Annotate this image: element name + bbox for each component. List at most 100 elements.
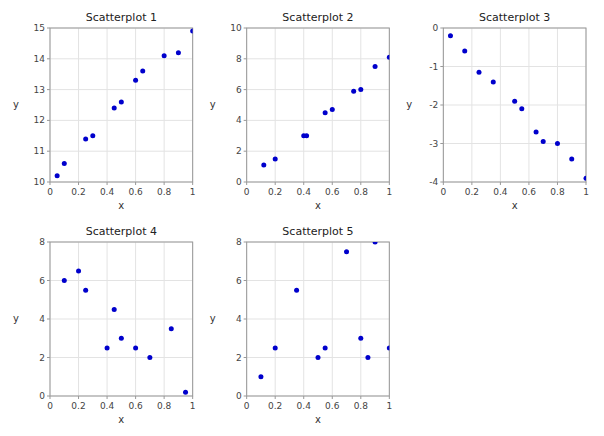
x-tick-label: 1 xyxy=(583,187,589,197)
y-tick-label: 11 xyxy=(34,146,45,156)
subplot: 00.20.40.60.8102468Scatterplot 4xy xyxy=(13,225,195,425)
x-tick-label: 0.8 xyxy=(157,401,172,411)
tick-mark xyxy=(47,151,50,152)
y-axis-label: y xyxy=(406,99,412,110)
points xyxy=(448,33,586,180)
subplot-title: Scatterplot 4 xyxy=(86,225,157,238)
x-tick-label: 0.6 xyxy=(522,187,537,197)
points xyxy=(55,29,193,179)
tick-mark xyxy=(47,396,50,397)
grid-line xyxy=(50,151,193,152)
tick-mark xyxy=(303,182,304,185)
point xyxy=(147,355,152,360)
subplot-title: Scatterplot 1 xyxy=(86,11,157,24)
y-tick-label: 0 xyxy=(39,391,45,401)
tick-mark xyxy=(47,28,50,29)
y-tick-label: 2 xyxy=(236,353,242,363)
plot-frame xyxy=(50,242,193,396)
point xyxy=(323,110,328,115)
plot-area xyxy=(443,28,586,182)
y-tick-label: 6 xyxy=(236,85,242,95)
y-tick-label: 6 xyxy=(39,276,45,286)
tick-mark xyxy=(440,28,443,29)
y-tick-label: 4 xyxy=(39,314,45,324)
x-tick-label: 0.6 xyxy=(325,401,340,411)
point xyxy=(83,136,88,141)
point xyxy=(477,70,482,75)
x-tick-label: 0.2 xyxy=(71,187,85,197)
tick-mark xyxy=(244,396,247,397)
plot-area xyxy=(247,28,390,182)
plot-frame xyxy=(247,28,390,182)
grid-line xyxy=(247,58,390,59)
y-tick-label: -4 xyxy=(429,177,438,187)
point xyxy=(323,345,328,350)
tick-mark xyxy=(164,396,165,399)
y-axis-label: y xyxy=(210,313,216,324)
tick-mark xyxy=(440,182,443,183)
point xyxy=(316,355,321,360)
subplot-title: Scatterplot 5 xyxy=(282,225,353,238)
point xyxy=(83,288,88,293)
point xyxy=(555,141,560,146)
point xyxy=(76,268,81,273)
x-tick-label: 0.6 xyxy=(128,187,143,197)
tick-mark xyxy=(244,357,247,358)
tick-mark xyxy=(192,396,193,399)
point xyxy=(351,89,356,94)
subplot: 00.20.40.60.8102468Scatterplot 5xy xyxy=(210,225,392,425)
x-tick-label: 0.8 xyxy=(157,187,172,197)
point xyxy=(541,139,546,144)
x-tick-label: 0 xyxy=(244,187,250,197)
tick-mark xyxy=(244,58,247,59)
y-tick-label: -2 xyxy=(429,100,438,110)
grid-line xyxy=(50,120,193,121)
point xyxy=(273,345,278,350)
subplot-title: Scatterplot 3 xyxy=(479,11,550,24)
x-axis-label: x xyxy=(512,200,518,211)
point xyxy=(569,156,574,161)
y-tick-label: 15 xyxy=(34,23,45,33)
x-tick-label: 1 xyxy=(386,187,392,197)
grid-line xyxy=(443,66,586,67)
tick-mark xyxy=(47,242,50,243)
x-tick-label: 0.8 xyxy=(354,401,369,411)
x-tick-label: 0 xyxy=(244,401,250,411)
point xyxy=(358,336,363,341)
x-tick-label: 0.2 xyxy=(268,401,282,411)
plot-frame xyxy=(443,28,586,182)
point xyxy=(55,173,60,178)
point xyxy=(358,87,363,92)
point xyxy=(365,355,370,360)
y-tick-label: 0 xyxy=(433,23,439,33)
point xyxy=(90,133,95,138)
point xyxy=(162,53,167,58)
point xyxy=(133,78,138,83)
x-tick-label: 1 xyxy=(386,401,392,411)
tick-mark xyxy=(440,66,443,67)
point xyxy=(448,33,453,38)
x-axis-label: x xyxy=(118,200,124,211)
tick-mark xyxy=(360,182,361,185)
tick-mark xyxy=(47,58,50,59)
point xyxy=(519,106,524,111)
tick-mark xyxy=(47,182,50,183)
plot-frame xyxy=(50,28,193,182)
tick-mark xyxy=(275,396,276,399)
point xyxy=(387,55,389,60)
point xyxy=(190,29,192,34)
plot-frame xyxy=(247,242,390,396)
point xyxy=(373,64,378,69)
plot-area xyxy=(50,28,193,182)
point xyxy=(387,345,389,350)
tick-mark xyxy=(47,280,50,281)
point xyxy=(512,99,517,104)
y-tick-label: 4 xyxy=(236,115,242,125)
tick-mark xyxy=(557,182,558,185)
points xyxy=(261,55,389,168)
grid-line xyxy=(50,89,193,90)
y-tick-label: 4 xyxy=(236,314,242,324)
y-axis-label: y xyxy=(13,313,19,324)
point xyxy=(330,107,335,112)
grid-line xyxy=(443,105,586,106)
